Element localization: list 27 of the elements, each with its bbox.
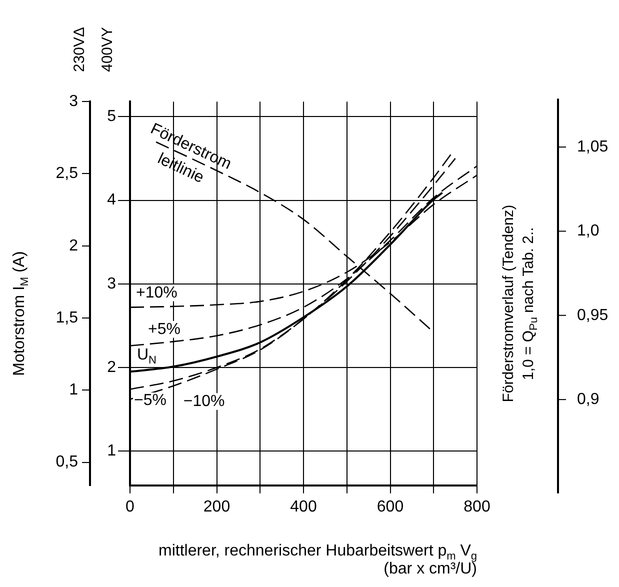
x-tick-label: 0 — [126, 498, 135, 516]
series-label: +10% — [136, 284, 178, 302]
y2-tick-label: 5 — [107, 108, 116, 126]
x-tick-label: 200 — [203, 498, 230, 516]
series-label: −5% — [134, 392, 166, 410]
series-label: −10% — [183, 392, 225, 410]
y-tick-label: 2,5 — [56, 165, 78, 182]
y2-tick-label: 1 — [107, 442, 116, 460]
y-tick-label: 1,5 — [56, 309, 78, 326]
y-tick-label: 0,5 — [56, 454, 78, 471]
x-tick-label: 800 — [464, 498, 490, 516]
y-tick-label: 2 — [69, 237, 78, 254]
text: 230VΔ — [71, 26, 88, 72]
series-label: +5% — [148, 320, 180, 338]
y-tick-label: 1 — [69, 382, 78, 399]
y-axis-title: Motorstrom IM (A) — [11, 251, 31, 376]
text: 400VY — [99, 26, 116, 72]
y2-tick-label: 3 — [107, 275, 116, 292]
y3-tick-label: 0,9 — [577, 390, 600, 408]
y2-tick-label: 4 — [107, 192, 116, 209]
y3-tick-label: 1,05 — [577, 138, 608, 156]
y2-tick-label: 2 — [107, 358, 116, 376]
x-tick-label: 600 — [376, 498, 404, 516]
y-tick-label: 3 — [69, 93, 78, 110]
y3-tick-label: 1,0 — [577, 222, 600, 240]
y3-tick-label: 0,95 — [577, 306, 608, 324]
x-tick-label: 400 — [290, 498, 317, 516]
